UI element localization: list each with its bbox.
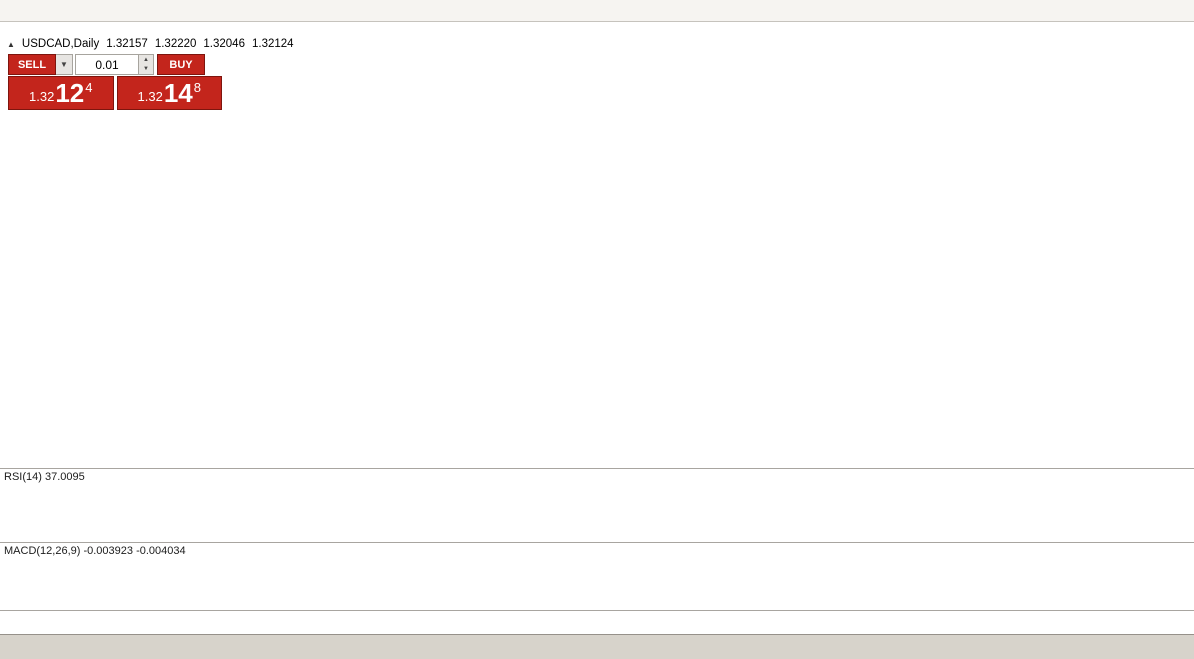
lot-dropdown-caret-icon[interactable]: ▼ [56,54,73,75]
ohlc-close: 1.32124 [251,38,294,50]
timeframe-toolbar [0,0,1194,22]
macd-panel[interactable]: MACD(12,26,9) -0.003923 -0.004034 [0,542,1194,610]
chart-tabs-bar [0,634,1194,659]
buy-price-sup: 8 [193,80,201,95]
rsi-label: RSI(14) 37.0095 [4,471,85,483]
symbol-marker-icon: ▲ [7,39,15,49]
sell-price-sup: 4 [85,80,93,95]
lot-spinner[interactable]: ▲ ▼ [139,54,154,75]
buy-price-display[interactable]: 1.32 14 8 [116,76,222,110]
rsi-canvas [0,469,1194,543]
sell-button[interactable]: SELL [8,54,56,75]
buy-price-main: 1.32 [137,89,163,104]
buy-price-pips: 14 [163,78,193,108]
buy-button[interactable]: BUY [157,54,205,75]
symbol-header: ▲ USDCAD,Daily 1.32157 1.32220 1.32046 1… [7,38,294,50]
macd-label: MACD(12,26,9) -0.003923 -0.004034 [4,545,186,557]
rsi-panel[interactable]: RSI(14) 37.0095 [0,468,1194,542]
ohlc-high: 1.32220 [154,38,197,50]
spin-up-icon[interactable]: ▲ [139,55,153,65]
sell-price-pips: 12 [55,78,85,108]
sell-price-display[interactable]: 1.32 12 4 [8,76,114,110]
main-chart-panel[interactable]: ▲ USDCAD,Daily 1.32157 1.32220 1.32046 1… [0,22,1194,468]
sell-price-main: 1.32 [29,89,55,104]
lot-size-input[interactable] [75,54,139,75]
one-click-trade-panel: SELL ▼ ▲ ▼ BUY 1.32 12 4 1.32 14 8 [8,54,222,110]
ohlc-open: 1.32157 [106,38,148,50]
ohlc-low: 1.32046 [203,38,245,50]
symbol-name: USDCAD,Daily [21,38,100,50]
spin-down-icon[interactable]: ▼ [139,64,153,74]
time-axis[interactable] [0,610,1194,634]
